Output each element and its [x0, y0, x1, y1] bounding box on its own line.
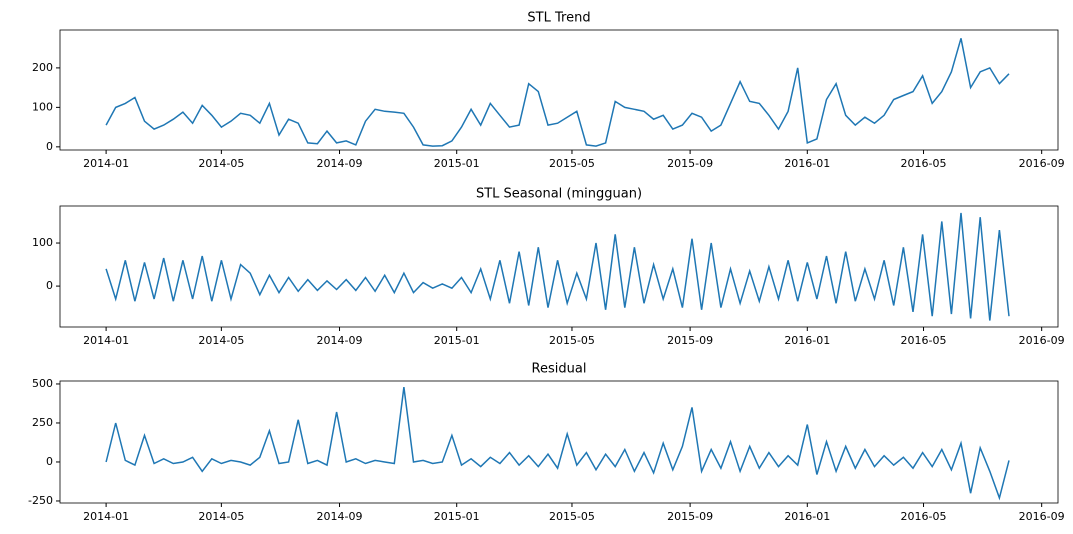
- y-tick-label: 100: [32, 100, 53, 113]
- data-line: [105, 387, 1010, 501]
- x-tick-label: 2016-09: [1019, 510, 1065, 523]
- x-tick-label: 2014-01: [83, 334, 129, 347]
- x-tick-label: 2015-05: [549, 157, 595, 170]
- x-tick-label: 2014-01: [83, 157, 129, 170]
- y-tick-label: 0: [46, 140, 53, 153]
- y-tick-label: 0: [46, 455, 53, 468]
- x-tick-label: 2015-09: [667, 510, 713, 523]
- y-tick-label: 200: [32, 61, 53, 74]
- x-tick-label: 2016-05: [901, 334, 947, 347]
- y-tick-label: 0: [46, 279, 53, 292]
- x-tick-label: 2014-09: [317, 157, 363, 170]
- x-tick-label: 2015-09: [667, 157, 713, 170]
- chart-title: STL Seasonal (mingguan): [476, 187, 642, 202]
- axes-frame: [59, 205, 1059, 328]
- x-tick-label: 2016-01: [784, 157, 830, 170]
- x-tick-label: 2014-05: [198, 334, 244, 347]
- y-tick-label: 100: [32, 236, 53, 249]
- y-tick-label: 500: [32, 377, 53, 390]
- axes-frame: [59, 380, 1059, 504]
- axes-frame: [59, 29, 1059, 151]
- chart-title: STL Trend: [527, 11, 590, 26]
- y-tick-label: 250: [32, 416, 53, 429]
- x-tick-label: 2016-05: [901, 510, 947, 523]
- x-tick-label: 2016-01: [784, 334, 830, 347]
- x-tick-label: 2014-05: [198, 510, 244, 523]
- x-tick-label: 2016-01: [784, 510, 830, 523]
- x-tick-label: 2015-01: [434, 334, 480, 347]
- x-tick-label: 2015-05: [549, 510, 595, 523]
- x-tick-label: 2016-05: [901, 157, 947, 170]
- x-tick-label: 2016-09: [1019, 334, 1065, 347]
- x-tick-label: 2015-05: [549, 334, 595, 347]
- x-tick-label: 2016-09: [1019, 157, 1065, 170]
- chart-title: Residual: [532, 362, 587, 377]
- x-tick-label: 2014-09: [317, 334, 363, 347]
- x-tick-label: 2015-09: [667, 334, 713, 347]
- data-line: [105, 38, 1010, 147]
- x-tick-label: 2015-01: [434, 157, 480, 170]
- x-tick-label: 2014-05: [198, 157, 244, 170]
- data-line: [105, 212, 1010, 321]
- y-tick-label: -250: [28, 494, 53, 507]
- x-tick-label: 2015-01: [434, 510, 480, 523]
- x-tick-label: 2014-01: [83, 510, 129, 523]
- x-tick-label: 2014-09: [317, 510, 363, 523]
